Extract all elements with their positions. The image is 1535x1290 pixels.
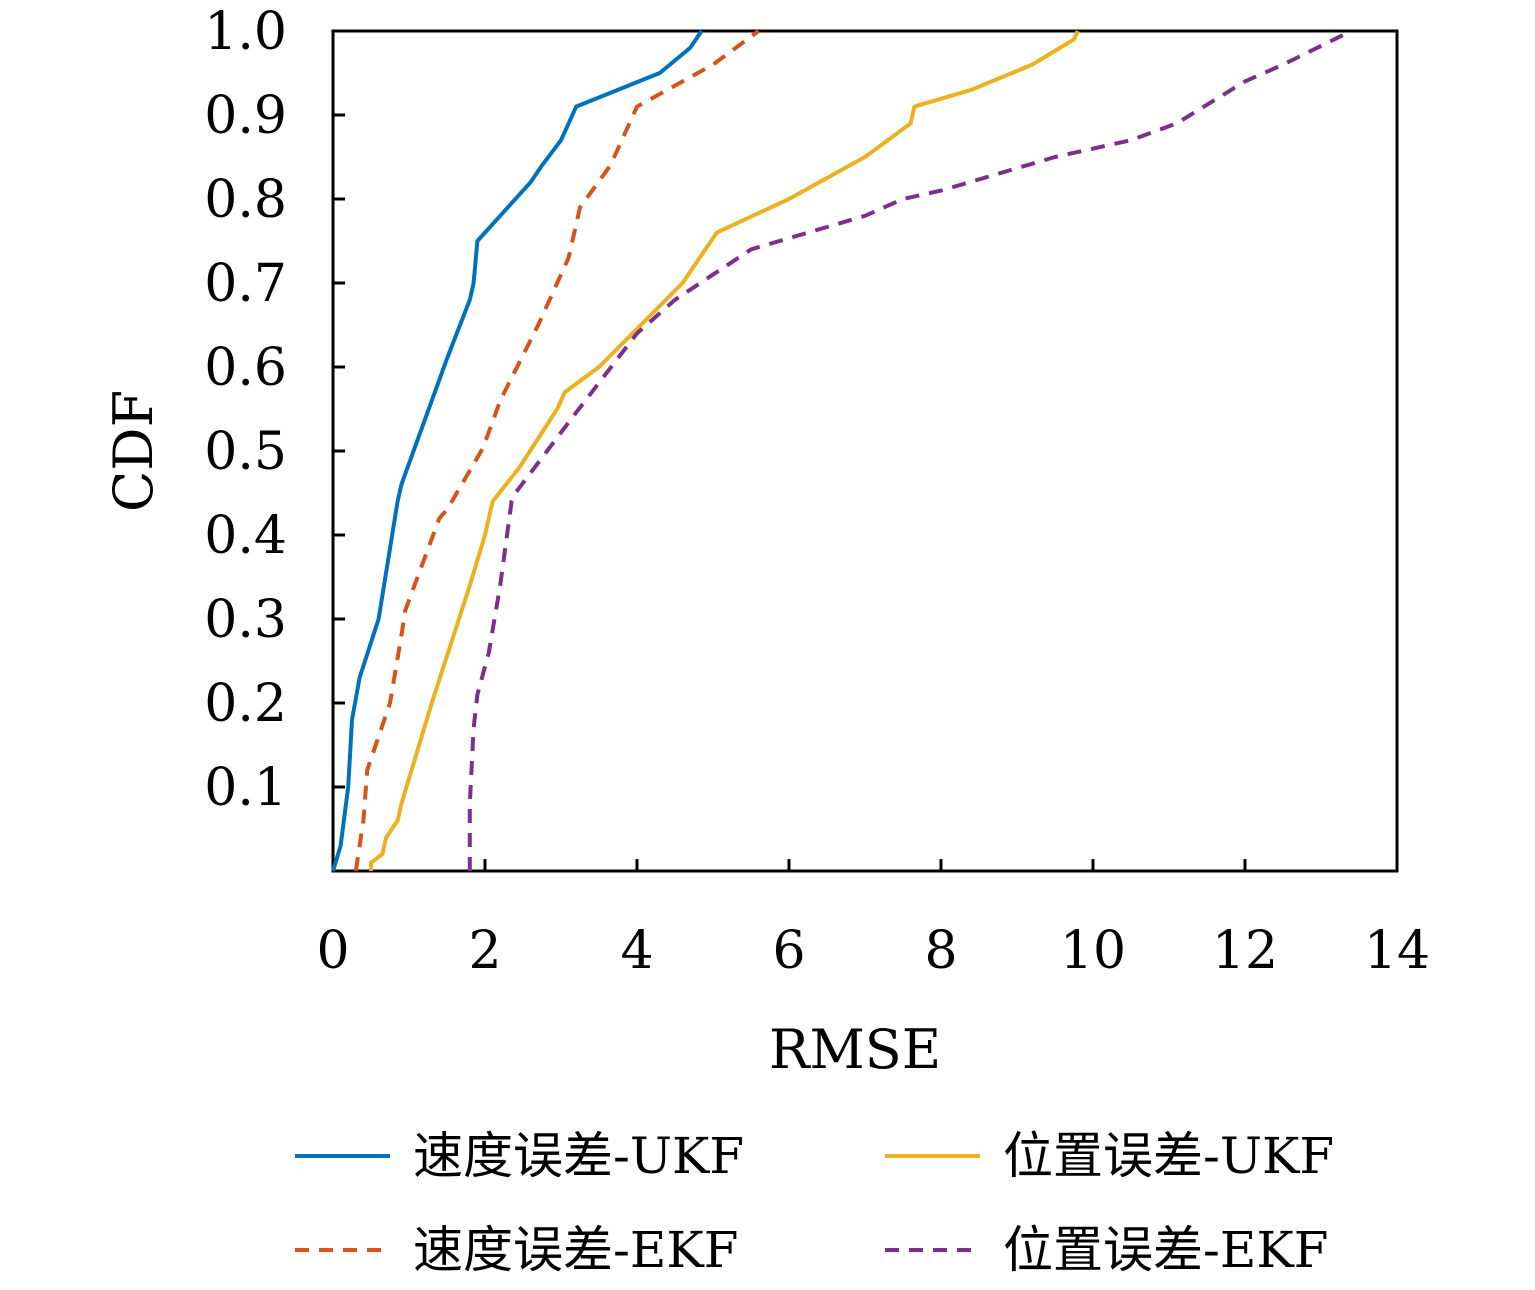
legend-label: 位置误差-UKF xyxy=(1003,1127,1334,1185)
x-axis-title: RMSE xyxy=(769,1018,941,1081)
x-axis-ticks: 0 2 4 6 8 10 12 14 xyxy=(316,859,1430,981)
y-tick-label: 0.2 xyxy=(204,674,287,734)
x-tick-label: 0 xyxy=(316,921,349,981)
y-tick-label: 0.9 xyxy=(204,86,287,146)
series-line-1 xyxy=(369,30,1080,871)
y-tick-label: 0.7 xyxy=(204,254,287,314)
y-axis-title: CDF xyxy=(102,390,165,512)
x-tick-label: 12 xyxy=(1212,921,1278,981)
x-tick-label: 8 xyxy=(924,921,957,981)
y-tick-label: 0.8 xyxy=(204,170,287,230)
legend-label: 速度误差-UKF xyxy=(413,1127,744,1185)
y-tick-label: 0.4 xyxy=(204,506,287,566)
x-tick-label: 10 xyxy=(1060,921,1126,981)
y-axis-ticks: 0.1 0.2 0.3 0.4 0.5 0.6 0.7 0.8 0.9 1.0 xyxy=(204,2,345,818)
x-tick-label: 6 xyxy=(772,921,805,981)
y-tick-label: 1.0 xyxy=(204,2,287,62)
legend: 速度误差-UKF 位置误差-UKF 速度误差-EKF 位置误差-EKF xyxy=(295,1127,1334,1279)
y-tick-label: 0.5 xyxy=(204,422,287,482)
series-line-3 xyxy=(467,29,1353,871)
series-line-2 xyxy=(353,29,760,872)
legend-label: 位置误差-EKF xyxy=(1003,1221,1328,1279)
y-tick-label: 0.1 xyxy=(204,758,287,818)
series-line-0 xyxy=(331,29,704,872)
y-tick-label: 0.3 xyxy=(204,590,287,650)
x-tick-label: 2 xyxy=(468,921,501,981)
y-tick-label: 0.6 xyxy=(204,338,287,398)
legend-label: 速度误差-EKF xyxy=(413,1221,738,1279)
x-tick-label: 14 xyxy=(1364,921,1430,981)
x-tick-label: 4 xyxy=(620,921,653,981)
series-lines xyxy=(331,29,1353,872)
